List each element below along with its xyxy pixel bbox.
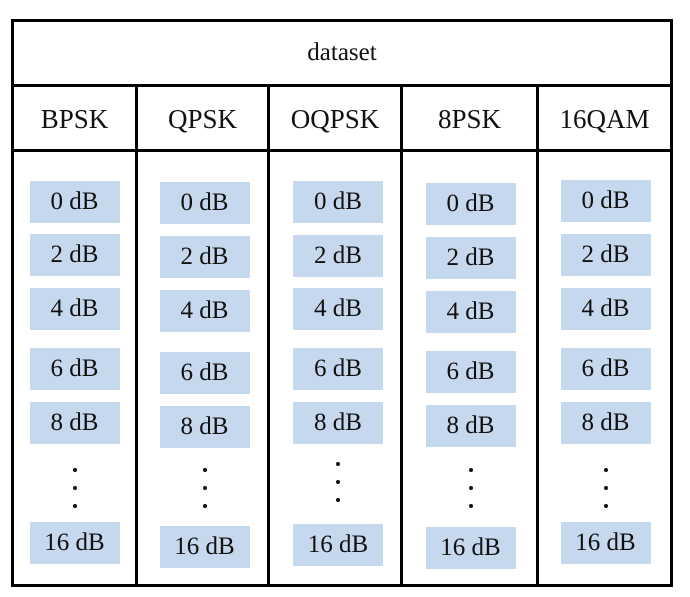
column-header: BPSK (40, 103, 109, 134)
snr-cell: 8 dB (159, 406, 250, 448)
snr-cell-last: 16 dB (560, 522, 651, 564)
column-divider (536, 85, 539, 587)
outer-border (11, 19, 673, 587)
snr-cell-last: 16 dB (29, 522, 120, 564)
ellipsis-icon (461, 468, 481, 508)
snr-cell: 0 dB (425, 183, 516, 225)
column-header: QPSK (167, 103, 238, 134)
snr-cell: 2 dB (425, 237, 516, 279)
column-divider (400, 85, 403, 587)
snr-cell: 0 dB (293, 181, 383, 223)
diagram-title: dataset (307, 39, 377, 66)
ellipsis-icon (596, 468, 616, 508)
snr-cell-last: 16 dB (293, 524, 383, 566)
column-header: 8PSK (437, 103, 502, 134)
snr-cell: 4 dB (159, 290, 250, 332)
snr-cell: 2 dB (159, 236, 250, 278)
snr-cell: 6 dB (29, 348, 120, 390)
column-header: OQPSK (290, 103, 380, 134)
title-divider (11, 84, 673, 87)
snr-cell: 6 dB (293, 348, 383, 390)
snr-cell: 0 dB (29, 181, 120, 223)
snr-cell: 8 dB (29, 402, 120, 444)
header-divider (11, 149, 673, 152)
snr-cell: 4 dB (425, 291, 516, 333)
ellipsis-icon (195, 468, 215, 508)
snr-cell: 2 dB (29, 234, 120, 276)
column-header: 16QAM (559, 103, 650, 134)
snr-cell: 6 dB (560, 348, 651, 390)
snr-cell: 4 dB (29, 288, 120, 330)
snr-cell-last: 16 dB (425, 527, 516, 569)
snr-cell: 0 dB (159, 182, 250, 224)
ellipsis-icon (328, 462, 348, 502)
ellipsis-icon (65, 468, 85, 508)
snr-cell: 2 dB (560, 234, 651, 276)
column-divider (267, 85, 270, 587)
snr-cell: 0 dB (560, 180, 651, 222)
snr-cell: 8 dB (425, 405, 516, 447)
snr-cell: 8 dB (560, 402, 651, 444)
snr-cell: 6 dB (425, 351, 516, 393)
snr-cell: 4 dB (560, 288, 651, 330)
snr-cell: 8 dB (293, 402, 383, 444)
snr-cell: 6 dB (159, 352, 250, 394)
snr-cell: 2 dB (293, 235, 383, 277)
snr-cell: 4 dB (293, 288, 383, 330)
snr-cell-last: 16 dB (159, 526, 250, 568)
column-divider (135, 85, 138, 587)
